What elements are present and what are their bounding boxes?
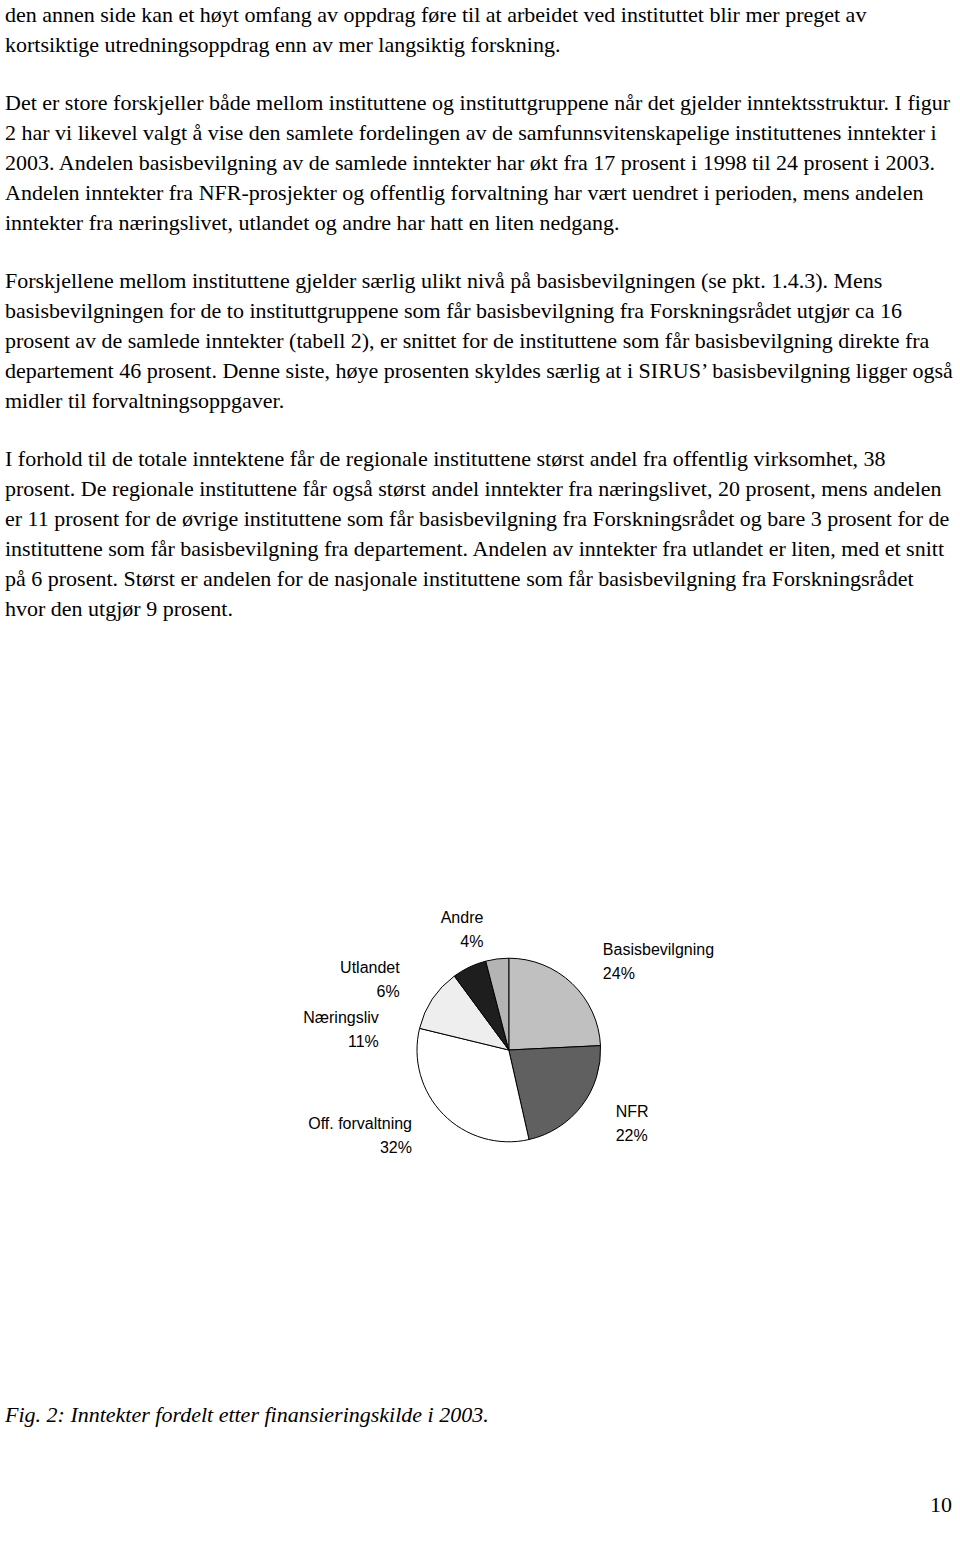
svg-text:Næringsliv: Næringsliv	[303, 1009, 379, 1026]
html-text:I forhold til de totale inntek: I forhold til de totale inntektene får d…	[5, 446, 950, 621]
html-text:Fig. 2: Inntekter fordelt ette: Fig. 2: Inntekter fordelt etter finansie…	[5, 1402, 489, 1427]
svg-text:4%: 4%	[460, 933, 483, 950]
svg-text:Basisbevilgning: Basisbevilgning	[603, 941, 714, 958]
svg-text:24%: 24%	[603, 965, 635, 982]
svg-text:32%: 32%	[380, 1139, 412, 1156]
html-text:Forskjellene mellom institutte: Forskjellene mellom instituttene gjelder…	[5, 268, 953, 413]
svg-text:11%: 11%	[348, 1033, 379, 1050]
svg-text:Andre: Andre	[441, 909, 484, 926]
html-text:den annen side kan et høyt omf: den annen side kan et høyt omfang av opp…	[5, 2, 867, 57]
svg-text:6%: 6%	[377, 983, 400, 1000]
svg-text:NFR: NFR	[616, 1103, 649, 1120]
svg-text:Off. forvaltning: Off. forvaltning	[308, 1115, 412, 1132]
html-text:10: 10	[930, 1492, 952, 1517]
svg-text:22%: 22%	[616, 1127, 648, 1144]
svg-text:Utlandet: Utlandet	[340, 959, 400, 976]
html-text:Det er store forskjeller både: Det er store forskjeller både mellom ins…	[5, 90, 951, 235]
